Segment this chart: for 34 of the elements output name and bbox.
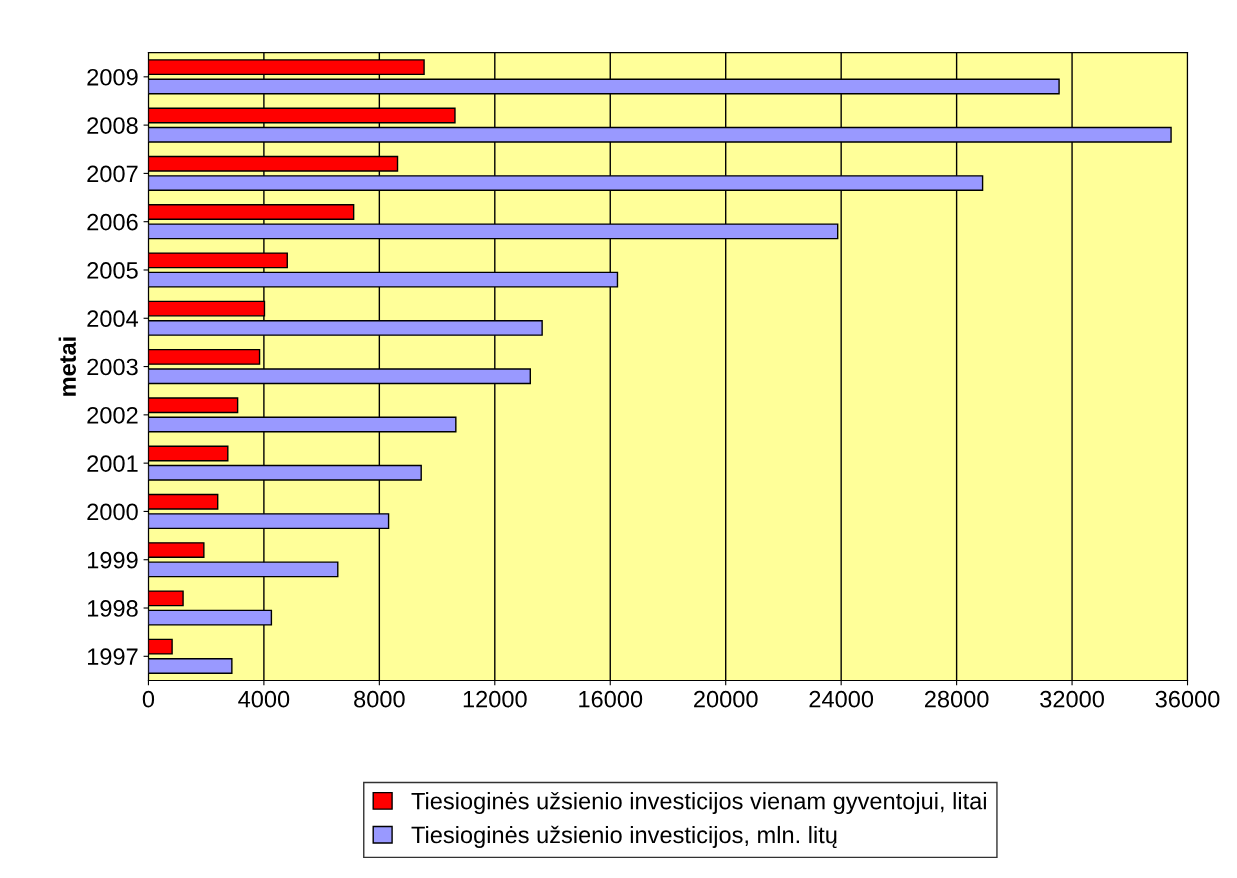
y-tick-label: 2001 [87,455,138,472]
bar [148,397,239,414]
y-tick-label: 2009 [87,68,138,86]
x-tick-label: 4000 [238,690,290,708]
bar [148,445,229,462]
bar [148,658,233,674]
y-tick-label: 2006 [87,213,138,231]
bar [148,590,184,607]
y-tick-label: 2000 [87,503,138,521]
y-tick-label: 1999 [88,551,138,569]
legend-label: Tiesioginės užsienio investicijos, mln. litų [411,825,837,848]
bar [148,493,219,510]
x-tick-label: 28000 [924,690,989,708]
x-tick-label: 0 [142,690,155,708]
x-tick-label: 12000 [463,690,527,708]
y-tick-label: 2005 [87,262,138,279]
x-tick-label: 24000 [809,690,874,708]
bar [148,638,173,655]
x-tick-label: 20000 [694,690,758,708]
bar [148,348,261,365]
x-tick-label: 36000 [1155,690,1220,708]
y-tick-label: 2004 [87,310,139,328]
bar [148,542,205,559]
y-tick-label: 1997 [88,648,138,666]
y-tick-label: 2003 [87,358,138,376]
y-tick-label: 2007 [87,165,138,183]
y-tick-label: 1998 [88,600,138,617]
y-axis-title: metai [58,337,76,396]
x-tick-label: 32000 [1040,690,1104,708]
y-tick-label: 2008 [87,117,138,134]
y-tick-label: 2002 [87,406,138,424]
legend-label: Tiesioginės užsienio investicijos vienam gyventojui, litai [411,791,986,815]
x-tick-label: 8000 [354,690,405,708]
x-tick-label: 16000 [579,690,643,708]
